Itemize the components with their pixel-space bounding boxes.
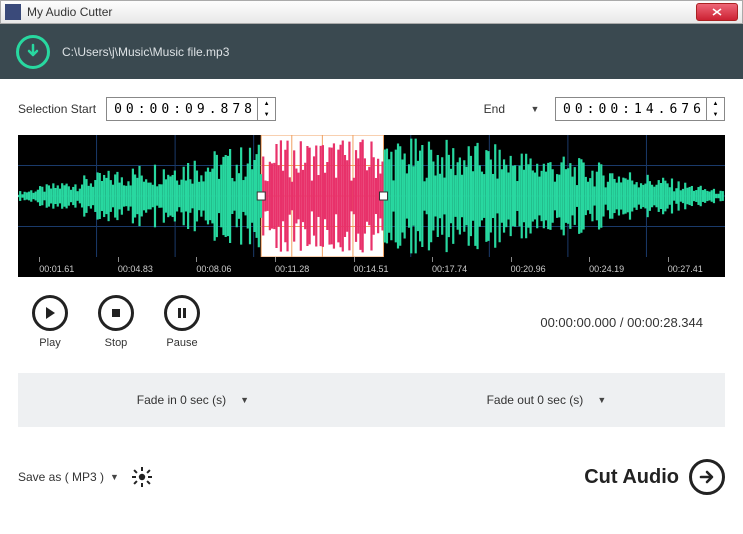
stop-button[interactable]: Stop [98,295,134,349]
fade-out-label: Fade out 0 sec (s) [487,393,584,407]
chevron-down-icon: ▼ [597,395,606,405]
main-content: Selection Start 00:00:09.878 ▲ ▼ End ▼ 0… [0,79,743,427]
end-spinner[interactable]: ▲ ▼ [706,98,724,120]
file-path: C:\Users\j\Music\Music file.mp3 [62,45,229,59]
pause-label: Pause [164,337,200,349]
title-bar: My Audio Cutter [0,0,743,24]
time-selection-row: Selection Start 00:00:09.878 ▲ ▼ End ▼ 0… [18,97,725,121]
start-spinner[interactable]: ▲ ▼ [257,98,275,120]
fade-in-dropdown[interactable]: Fade in 0 sec (s) ▼ [137,393,249,407]
close-button[interactable] [696,3,738,21]
spin-down-icon[interactable]: ▼ [258,109,275,120]
stop-label: Stop [98,337,134,349]
time-tick: 00:17.74 [432,257,467,274]
chevron-down-icon: ▼ [240,395,249,405]
save-as-label: Save as ( MP3 ) [18,470,104,484]
cut-audio-label: Cut Audio [584,466,679,489]
end-mode-dropdown[interactable]: ▼ [525,104,545,114]
playback-controls: Play Stop Pause 00:00:00.000 / 00:00:28.… [18,277,725,367]
waveform-display[interactable]: 00:01.61 00:04.83 00:08.06 00:11.28 00:14.51… [18,135,725,277]
selection-end-label: End [484,102,505,116]
window-title: My Audio Cutter [27,5,696,19]
chevron-down-icon: ▼ [110,472,119,482]
selection-end-value: 00:00:14.676 [556,102,706,117]
time-tick: 00:11.28 [275,257,309,274]
cut-audio-button[interactable]: Cut Audio [584,459,725,495]
time-tick: 00:14.51 [354,257,389,274]
selection-start-label: Selection Start [18,102,96,116]
time-tick: 00:27.41 [668,257,703,274]
fade-in-label: Fade in 0 sec (s) [137,393,226,407]
selection-start-value: 00:00:09.878 [107,102,257,117]
spin-down-icon[interactable]: ▼ [707,109,724,120]
save-as-dropdown[interactable]: Save as ( MP3 ) ▼ [18,470,131,484]
selection-start-input[interactable]: 00:00:09.878 ▲ ▼ [106,97,276,121]
time-tick: 00:24.19 [589,257,624,274]
time-tick: 00:08.06 [196,257,231,274]
fade-out-dropdown[interactable]: Fade out 0 sec (s) ▼ [487,393,607,407]
app-icon [5,4,21,20]
arrow-right-icon [689,459,725,495]
fade-bar: Fade in 0 sec (s) ▼ Fade out 0 sec (s) ▼ [18,373,725,427]
settings-button[interactable] [131,466,153,488]
spin-up-icon[interactable]: ▲ [258,98,275,109]
bottom-bar: Save as ( MP3 ) ▼ Cut Audio [0,453,743,501]
time-tick: 00:20.96 [511,257,546,274]
time-status: 00:00:00.000 / 00:00:28.344 [540,315,711,330]
pause-button[interactable]: Pause [164,295,200,349]
file-bar: C:\Users\j\Music\Music file.mp3 [0,24,743,79]
time-axis: 00:01.61 00:04.83 00:08.06 00:11.28 00:14.51… [18,257,725,277]
play-button[interactable]: Play [32,295,68,349]
selection-end-input[interactable]: 00:00:14.676 ▲ ▼ [555,97,725,121]
chevron-down-icon: ▼ [531,104,540,114]
time-tick: 00:04.83 [118,257,153,274]
load-file-button[interactable] [16,35,50,69]
play-label: Play [32,337,68,349]
spin-up-icon[interactable]: ▲ [707,98,724,109]
time-tick: 00:01.61 [39,257,74,274]
